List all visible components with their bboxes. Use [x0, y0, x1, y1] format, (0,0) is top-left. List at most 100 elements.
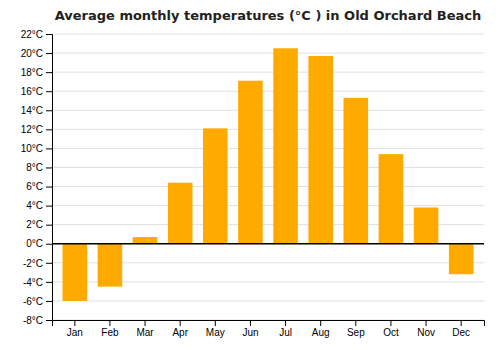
tick-mark — [46, 34, 52, 35]
tick-label: Aug — [312, 327, 330, 338]
tick-label: Jun — [242, 327, 258, 338]
tick-mark — [46, 167, 52, 168]
grid — [52, 34, 484, 320]
tick-mark — [46, 72, 52, 73]
axis-line — [53, 321, 485, 327]
tick: May — [206, 320, 225, 338]
tick: Mar — [136, 320, 154, 338]
bar — [238, 81, 263, 244]
bar — [203, 128, 228, 243]
tick: Jan — [67, 320, 83, 338]
tick-mark — [250, 320, 251, 326]
bar — [273, 48, 298, 243]
tick: 4°C — [26, 200, 52, 211]
grid-line — [52, 72, 484, 73]
tick-mark — [109, 320, 110, 326]
grid-line — [52, 243, 484, 244]
tick: 0°C — [26, 238, 52, 249]
tick-mark — [46, 282, 52, 283]
y-axis: -8°C -6°C -4°C -2°C 0°C 2°C 4°C 6°C 8°C 10°C 12°C 1… — [21, 29, 53, 326]
tick-label: Sep — [347, 327, 365, 338]
chart: -8°C -6°C -4°C -2°C 0°C 2°C 4°C 6°C 8°C 10°C 12°C 1… — [0, 0, 500, 350]
grid-line — [52, 148, 484, 149]
bar — [168, 183, 193, 244]
tick-label: -4°C — [23, 277, 43, 288]
tick-label: 20°C — [21, 48, 43, 59]
tick: -4°C — [23, 277, 52, 288]
tick: Nov — [417, 320, 435, 338]
tick-mark — [285, 320, 286, 326]
tick-label: 12°C — [21, 124, 43, 135]
grid-line — [52, 53, 484, 54]
tick-mark — [46, 91, 52, 92]
tick-mark — [46, 129, 52, 130]
tick-label: Feb — [101, 327, 119, 338]
bar — [379, 154, 404, 244]
tick-label: 2°C — [26, 219, 43, 230]
tick: Dec — [452, 320, 470, 338]
tick: -6°C — [23, 296, 52, 307]
bar — [63, 244, 88, 301]
tick: 12°C — [21, 124, 52, 135]
tick: Sep — [347, 320, 365, 338]
bar — [414, 208, 439, 244]
tick: 14°C — [21, 105, 52, 116]
tick-mark — [426, 320, 427, 326]
tick-mark — [46, 320, 52, 321]
tick-mark — [390, 320, 391, 326]
tick-label: May — [206, 327, 225, 338]
tick: -8°C — [23, 315, 52, 326]
axis-line — [46, 35, 53, 321]
bars — [52, 48, 484, 301]
grid-line — [52, 34, 484, 35]
x-axis: JanFebMarAprMayJunJulAugSepOctNovDec — [53, 320, 485, 338]
baseline — [52, 243, 484, 245]
plot: -8°C -6°C -4°C -2°C 0°C 2°C 4°C 6°C 8°C 10°C 12°C 1… — [21, 29, 485, 338]
tick: 22°C — [21, 29, 52, 40]
tick-mark — [46, 206, 52, 207]
tick-label: Jan — [67, 327, 83, 338]
tick: 8°C — [26, 162, 52, 173]
tick-label: 14°C — [21, 105, 43, 116]
tick-mark — [320, 320, 321, 326]
tick-mark — [145, 320, 146, 326]
tick: 6°C — [26, 181, 52, 192]
tick-mark — [46, 301, 52, 302]
tick-label: Jul — [279, 327, 292, 338]
tick-label: Nov — [417, 327, 435, 338]
tick: Oct — [383, 320, 399, 338]
grid-line — [52, 129, 484, 130]
tick: 16°C — [21, 86, 52, 97]
bar — [449, 244, 474, 275]
title: Average monthly temperatures (°C ) in Ol… — [55, 8, 482, 23]
tick: Feb — [101, 320, 119, 338]
tick-mark — [46, 244, 52, 245]
tick-label: -8°C — [23, 315, 43, 326]
bar — [308, 56, 333, 244]
tick-mark — [355, 320, 356, 326]
tick: Aug — [312, 320, 330, 338]
tick-label: -6°C — [23, 296, 43, 307]
grid-line — [52, 167, 484, 168]
bar — [344, 98, 369, 244]
tick: 18°C — [21, 67, 52, 78]
tick-label: 4°C — [26, 200, 43, 211]
tick-mark — [46, 263, 52, 264]
grid-line — [52, 300, 484, 301]
grid-line — [52, 110, 484, 111]
tick-mark — [46, 187, 52, 188]
tick-label: Mar — [136, 327, 154, 338]
tick-label: 10°C — [21, 143, 43, 154]
tick-mark — [74, 320, 75, 326]
tick: 10°C — [21, 143, 52, 154]
tick-label: 0°C — [26, 238, 43, 249]
tick-label: 6°C — [26, 181, 43, 192]
tick-mark — [46, 110, 52, 111]
tick-label: 22°C — [21, 29, 43, 40]
grid-line — [52, 186, 484, 187]
tick-mark — [461, 320, 462, 326]
bar — [98, 244, 123, 287]
tick-label: -2°C — [23, 258, 43, 269]
grid-line — [52, 91, 484, 92]
bar — [133, 237, 158, 244]
